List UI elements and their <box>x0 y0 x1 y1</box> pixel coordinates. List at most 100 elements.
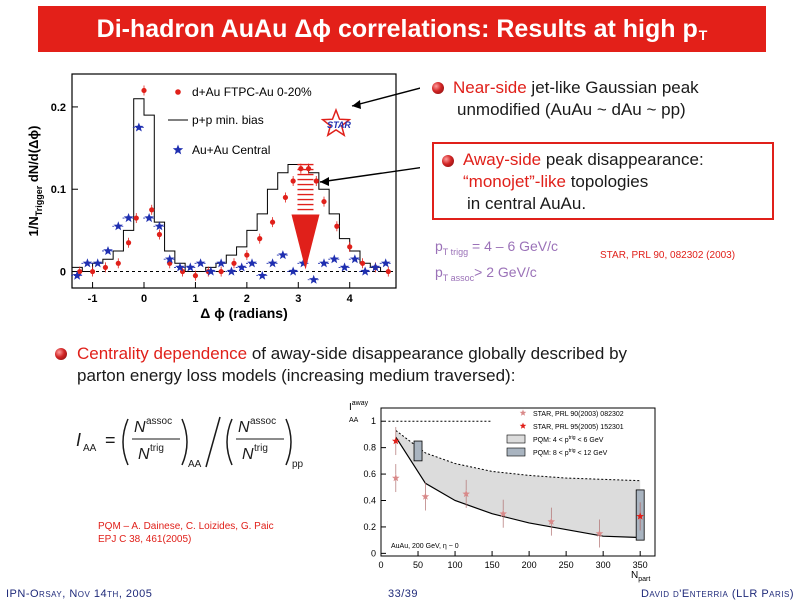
pqm-line1: PQM – A. Dainese, C. Loizides, G. Paic <box>98 521 274 532</box>
dau-point <box>89 268 96 275</box>
star-reference: STAR, PRL 90, 082302 (2003) <box>600 250 736 261</box>
formula-num2: N <box>238 419 250 436</box>
dau-point <box>218 268 224 275</box>
dau-point <box>192 273 199 279</box>
y-axis-label-sub: AA <box>349 417 359 424</box>
auau-point <box>278 250 288 260</box>
auau-point <box>226 266 237 276</box>
auau-point <box>339 262 350 272</box>
legend-star2005-label: STAR, PRL 95(2005) 152301 <box>533 424 624 431</box>
iaa-chart: 0 50 100 150 200 250 300 350 0 0.2 0.4 0.6 0.8 1 Npart… <box>349 400 656 583</box>
away-side-text: Away-side peak disappearance: “monojet”-… <box>463 149 704 215</box>
x-tick-label: 300 <box>596 560 611 570</box>
x-tick-label: 3 <box>295 293 301 305</box>
svg-text:=: = <box>105 430 116 450</box>
auau-point <box>165 254 175 264</box>
auau-point <box>206 266 216 276</box>
legend-star2005-marker <box>519 422 527 429</box>
legend-star2003-marker <box>519 409 527 416</box>
kin-rest1: = 4 – 6 GeV/c <box>468 238 559 254</box>
away-arrow-head <box>291 214 320 270</box>
centrality-line2: parton energy loss models (increasing me… <box>77 366 516 385</box>
x-tick-label: 0 <box>378 560 383 570</box>
legend-dau-marker <box>175 89 181 95</box>
auau-point <box>134 122 144 132</box>
auau-point <box>257 270 267 280</box>
dau-point <box>321 198 327 205</box>
auau-point <box>309 274 319 284</box>
near-side-highlight: Near-side <box>453 78 527 97</box>
iaa-star2005-point <box>392 437 400 445</box>
auau-point <box>113 221 123 231</box>
legend-auau-label: Au+Au Central <box>192 143 270 157</box>
auau-point <box>154 221 165 231</box>
auau-point <box>329 254 339 264</box>
dau-point <box>290 178 296 184</box>
x-tick-label: 2 <box>244 293 250 305</box>
auau-point <box>123 213 134 223</box>
auau-point <box>267 258 278 268</box>
dau-point <box>334 223 340 229</box>
formula-den-sup: trig <box>150 443 164 454</box>
dau-point <box>141 87 147 94</box>
x-tick-label: 100 <box>448 560 463 570</box>
legend-star2003-label: STAR, PRL 90(2003) 082302 <box>533 411 624 418</box>
away-side-line2: topologies <box>565 172 649 191</box>
plot-note: AuAu, 200 GeV, η ~ 0 <box>391 543 459 550</box>
pqm-high-pt-box <box>413 440 423 462</box>
pqm-reference: PQM – A. Dainese, C. Loizides, G. Paic E… <box>98 520 274 546</box>
away-side-bullet-icon <box>442 155 454 167</box>
title-main: Di-hadron AuAu Δϕ correlations: Results … <box>96 14 698 43</box>
away-side-pointer-head <box>320 177 329 186</box>
dau-point <box>359 260 366 266</box>
near-side-pointer-head <box>352 100 361 109</box>
pp-histogram <box>72 98 391 273</box>
auau-point <box>298 258 309 268</box>
x-tick-label: 150 <box>485 560 500 570</box>
auau-point <box>319 258 329 268</box>
formula-num: N <box>134 419 146 436</box>
x-tick-label: 0 <box>141 293 147 305</box>
formula-den2-sup: trig <box>254 443 268 454</box>
auau-point <box>360 266 370 276</box>
auau-point <box>185 262 195 272</box>
footer-right: David d'Enterria (LLR Paris) <box>640 588 794 600</box>
x-tick-label: 4 <box>347 293 354 305</box>
pqm-line2: EPJ C 38, 461(2005) <box>98 534 192 545</box>
auau-point <box>350 254 360 264</box>
away-side-line1: peak disappearance: <box>541 150 704 169</box>
formula-den: N <box>138 446 150 463</box>
iaa-star2003-point <box>462 489 470 498</box>
auau-point <box>216 258 226 268</box>
iaa-star2005-point <box>636 512 644 520</box>
y-tick-label: 0.4 <box>363 496 376 506</box>
auau-point <box>381 258 391 268</box>
auau-point <box>144 213 154 223</box>
x-axis-label: Δ ϕ (radians) <box>200 305 287 321</box>
near-side-line2: unmodified (AuAu ~ dAu ~ pp) <box>457 100 686 119</box>
y-axis-label: Iaway <box>349 400 369 413</box>
dau-point <box>257 236 263 242</box>
formula-sub-aa: AA <box>188 459 202 470</box>
dau-point <box>385 268 391 275</box>
iaa-formula: I AA = N assoc N trig AA N assoc N trig … <box>76 416 304 470</box>
iaa-star2003-point <box>499 509 507 517</box>
auau-point <box>82 258 93 268</box>
legend-pqm-swatch <box>506 434 526 444</box>
iaa-star2003-point <box>392 474 400 482</box>
pqm-band-lower <box>395 436 641 539</box>
auau-point <box>247 258 257 268</box>
legend-pqm-swatch <box>506 447 526 457</box>
away-side-box <box>432 142 774 220</box>
dau-point <box>244 252 250 258</box>
page-number: 33/39 <box>388 588 419 600</box>
y-tick-label: 0.2 <box>51 102 66 114</box>
plot-frame <box>71 73 397 289</box>
formula-num-sup: assoc <box>146 416 172 427</box>
away-side-pointer <box>319 167 420 183</box>
y-tick-label: 0.1 <box>51 184 66 196</box>
kin-sub1: T trigg <box>442 246 469 257</box>
x-tick-label: 200 <box>522 560 537 570</box>
dau-point <box>231 260 237 266</box>
footer-left: IPN-Orsay, Nov 14th, 2005 <box>6 588 153 600</box>
